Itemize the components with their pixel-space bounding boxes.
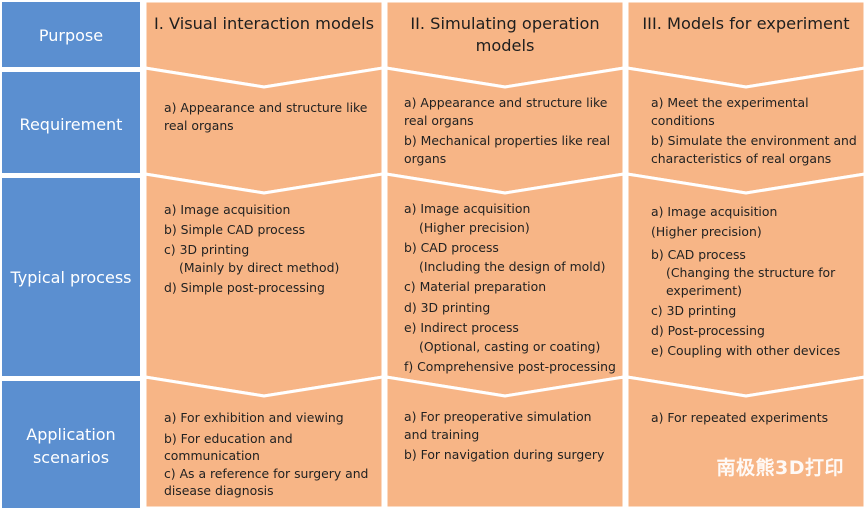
list-item: a) Image acquisition [651,204,778,219]
list-item: a) Appearance and structure like real or… [404,95,608,128]
scenarios-cell-simulating: a) For preoperative simulation and train… [404,408,614,466]
row-label-box [0,70,142,175]
list-item: b) Simple CAD process [164,222,306,237]
column-chevron [384,375,626,510]
row-label-boxes [0,0,142,510]
list-item: e) Indirect process [404,320,519,335]
row-label-box [0,0,142,69]
row-label-box [0,379,142,510]
column-heading-experiment: III. Models for experiment [642,14,850,33]
list-item: (Mainly by direct method) [179,260,340,275]
list-item: b) Simulate the environment and characte… [651,133,857,166]
column-chevrons [143,0,866,510]
list-item: a) For preoperative simulation and train… [404,409,592,442]
requirement-cell-visual: a) Appearance and structure like real or… [164,99,376,137]
list-item: a) Image acquisition [404,201,531,216]
row-label-purpose: Purpose [38,26,104,45]
row-label-application-scenarios: Application scenarios [26,425,116,467]
column-chevron [625,375,866,510]
list-item: c) 3D printing [164,242,250,257]
list-item: d) Post-processing [651,323,765,338]
list-item: e) Coupling with other devices [651,343,841,358]
row-label-requirement: Requirement [19,115,123,134]
list-item: a) Meet the experimental conditions [651,95,809,128]
requirement-cell-simulating: a) Appearance and structure like real or… [404,94,618,170]
list-item: b) For navigation during surgery [404,447,605,462]
list-item: a) For repeated experiments [651,410,829,425]
list-item: (Changing the structure for experiment) [666,265,836,298]
watermark-text: 南极熊3D打印 [716,457,844,479]
list-item: c) 3D printing [651,303,737,318]
list-item: b) CAD process [651,247,746,262]
list-item: b) For education and communication [164,431,293,463]
list-item: (Including the design of mold) [419,258,606,274]
column-heading-simulating: II. Simulating operation models [410,14,600,55]
requirement-cell-experiment: a) Meet the experimental conditions b) S… [651,94,859,170]
column-chevron [143,375,385,510]
scenarios-cell-visual: a) For exhibition and viewing b) For edu… [164,409,376,501]
list-item: a) Image acquisition [164,202,291,217]
list-item: b) CAD process [404,240,499,255]
list-item: (Higher precision) [651,224,762,239]
list-item: c) As a reference for surgery and diseas… [164,466,369,498]
process-cell-experiment: a) Image acquisition (Higher precision) … [651,203,856,362]
list-item: f) Comprehensive post-processing [404,359,616,374]
list-item: b) Mechanical properties like real organ… [404,133,611,166]
list-item: c) Material preparation [404,279,547,294]
list-item: (Optional, casting or coating) [419,338,601,354]
list-item: a) Appearance and structure like real or… [164,100,368,133]
list-item: (Higher precision) [419,219,530,235]
column-heading-visual: I. Visual interaction models [153,14,375,33]
list-item: d) Simple post-processing [164,280,325,295]
row-label-box [0,176,142,378]
row-label-typical-process: Typical process [10,268,132,287]
list-item: a) For exhibition and viewing [164,410,344,425]
scenarios-cell-experiment: a) For repeated experiments [651,409,856,429]
process-cell-simulating: a) Image acquisition (Higher precision) … [404,200,622,379]
list-item: d) 3D printing [404,299,491,315]
process-cell-visual: a) Image acquisition b) Simple CAD proce… [164,201,379,299]
